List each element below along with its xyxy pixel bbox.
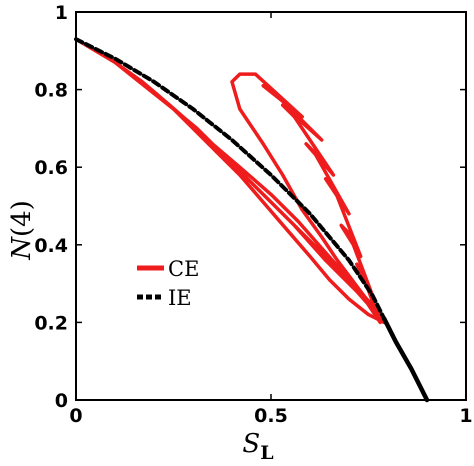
- y-axis-title-arg: (4): [7, 200, 37, 237]
- y-tick-label: 1: [55, 2, 68, 24]
- x-axis-title-main: S: [242, 429, 260, 459]
- legend-label-ce: CE: [168, 257, 199, 281]
- series-line-tail-2: [381, 316, 430, 403]
- series-line-ie: [74, 37, 387, 321]
- x-tick-label: 0.5: [254, 405, 288, 427]
- y-tick-label: 0.4: [34, 235, 68, 257]
- series-layer: [74, 37, 430, 403]
- plot-area: [75, 11, 467, 401]
- y-tick-label: 0.2: [34, 312, 68, 334]
- x-axis-title-sub: L: [260, 442, 273, 464]
- y-axis-title-main: N: [7, 236, 37, 261]
- x-tick-label: 0: [69, 405, 82, 427]
- x-axis-title: SL: [242, 429, 273, 464]
- legend: CE IE: [137, 257, 199, 310]
- axis-layer: 0 0.5 1 0 0.2 0.4 0.6 0.8 1: [34, 2, 472, 427]
- x-tick-label: 1: [459, 405, 472, 427]
- y-tick-label: 0.6: [34, 157, 68, 179]
- y-tick-label: 0.8: [34, 80, 68, 102]
- legend-label-ie: IE: [168, 286, 192, 310]
- series-line-ce: [74, 37, 386, 325]
- y-axis-title: N(4): [7, 200, 37, 261]
- y-tick-label: 0: [55, 390, 68, 412]
